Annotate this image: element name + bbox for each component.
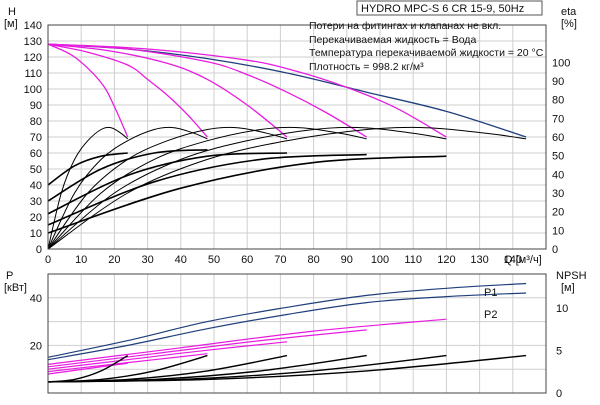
eta-tick-label: 0	[552, 244, 558, 256]
npsh-curve	[47, 354, 527, 383]
power-frame	[47, 273, 547, 394]
npsh-tick-label: 0	[556, 388, 562, 400]
eta-tick-label: 100	[552, 57, 570, 69]
partial-power-curve	[47, 362, 128, 375]
x-tick-label: 140	[504, 254, 522, 266]
head-curves	[47, 43, 527, 250]
flow-axis-label: Q [м³/ч]	[504, 254, 542, 266]
power-axis-unit: [кВт]	[4, 282, 27, 294]
partial-power-curve	[47, 353, 208, 373]
head-tick-label: 90	[30, 100, 42, 112]
pump-qh-curve	[47, 153, 367, 226]
head-tick-label: 10	[30, 228, 42, 240]
eta-tick-label: 60	[552, 132, 564, 144]
x-tick-label: 0	[45, 254, 51, 266]
eta-tick-label: 10	[552, 225, 564, 237]
power-curves	[47, 282, 527, 383]
pump-qh-curve	[47, 149, 208, 202]
head-tick-label: 50	[30, 164, 42, 176]
p1-power-curve	[47, 282, 527, 358]
npsh-axis-label: NPSH	[556, 270, 587, 282]
power-tick-label: 40	[30, 293, 42, 305]
head-tick-label: 80	[30, 116, 42, 128]
eta-tick-label: 30	[552, 188, 564, 200]
eta-tick-label: 80	[552, 95, 564, 107]
x-tick-label: 30	[141, 254, 153, 266]
x-tick-label: 10	[75, 254, 87, 266]
chart-title: HYDRO MPC-S 6 CR 15-9, 50Hz	[361, 3, 524, 15]
x-tick-label: 80	[307, 254, 319, 266]
system-head-curve	[47, 43, 288, 138]
head-tick-label: 60	[30, 148, 42, 160]
eta-axis-unit: [%]	[561, 18, 577, 30]
head-tick-label: 100	[24, 84, 42, 96]
x-tick-label: 120	[437, 254, 455, 266]
x-tick-label: 110	[404, 254, 422, 266]
note-temperature: Температура перекачиваемой жидкости = 20…	[309, 47, 544, 59]
note-density: Плотность = 998.2 кг/м³	[309, 61, 424, 73]
head-tick-label: 120	[24, 52, 42, 64]
efficiency-curve	[47, 126, 367, 250]
title-box	[356, 0, 543, 16]
x-tick-label: 50	[208, 254, 220, 266]
head-axis-unit: [м]	[4, 18, 18, 30]
x-tick-label: 20	[108, 254, 120, 266]
eta-tick-label: 70	[552, 113, 564, 125]
head-tick-label: 30	[30, 196, 42, 208]
note-liquid: Перекачиваемая жидкость = Вода	[309, 34, 476, 46]
head-tick-label: 110	[24, 68, 42, 80]
note-fittings: Потери на фитингах и клапанах не вкл.	[309, 20, 501, 32]
partial-power-curve	[47, 318, 447, 365]
eta-tick-label: 20	[552, 207, 564, 219]
npsh-tick-label: 5	[556, 346, 562, 358]
power-axis-label: P	[6, 270, 13, 282]
x-tick-label: 90	[341, 254, 353, 266]
axis-ticks: 0 10 20 30 40 50 60 70 80 90 100 110 120 130 140010203…	[24, 20, 571, 400]
pump-qh-curve	[47, 155, 447, 234]
eta-tick-label: 90	[552, 76, 564, 88]
npsh-tick-label: 10	[556, 303, 568, 315]
x-tick-label: 60	[241, 254, 253, 266]
x-tick-label: 70	[274, 254, 286, 266]
p2-power-curve	[47, 292, 527, 361]
system-head-curve	[47, 43, 129, 138]
npsh-axis-unit: [м]	[561, 282, 575, 294]
pump-qh-curve	[47, 152, 128, 186]
x-tick-label: 130	[470, 254, 488, 266]
eta-tick-label: 40	[552, 169, 564, 181]
partial-power-curve	[47, 341, 288, 370]
legend-p1: P1	[484, 287, 497, 299]
head-tick-label: 70	[30, 132, 42, 144]
head-tick-label: 140	[24, 20, 42, 32]
system-head-curve	[47, 43, 368, 138]
x-tick-label: 100	[371, 254, 389, 266]
efficiency-curve	[47, 126, 129, 250]
system-head-curve	[47, 43, 208, 138]
x-tick-label: 40	[175, 254, 187, 266]
efficiency-curve	[47, 126, 447, 250]
pump-qh-curve	[47, 152, 288, 215]
partial-power-curve	[47, 329, 367, 368]
efficiency-curve	[47, 126, 527, 250]
eta-axis-label: eta	[561, 6, 577, 18]
system-head-curve	[47, 43, 447, 138]
legend-p2: P2	[484, 309, 497, 321]
head-tick-label: 130	[24, 36, 42, 48]
head-tick-label: 40	[30, 180, 42, 192]
head-axis-label: H	[8, 6, 16, 18]
head-frame	[47, 24, 547, 250]
eta-tick-label: 50	[552, 151, 564, 163]
head-tick-label: 0	[36, 244, 42, 256]
head-tick-label: 20	[30, 212, 42, 224]
power-tick-label: 20	[30, 340, 42, 352]
